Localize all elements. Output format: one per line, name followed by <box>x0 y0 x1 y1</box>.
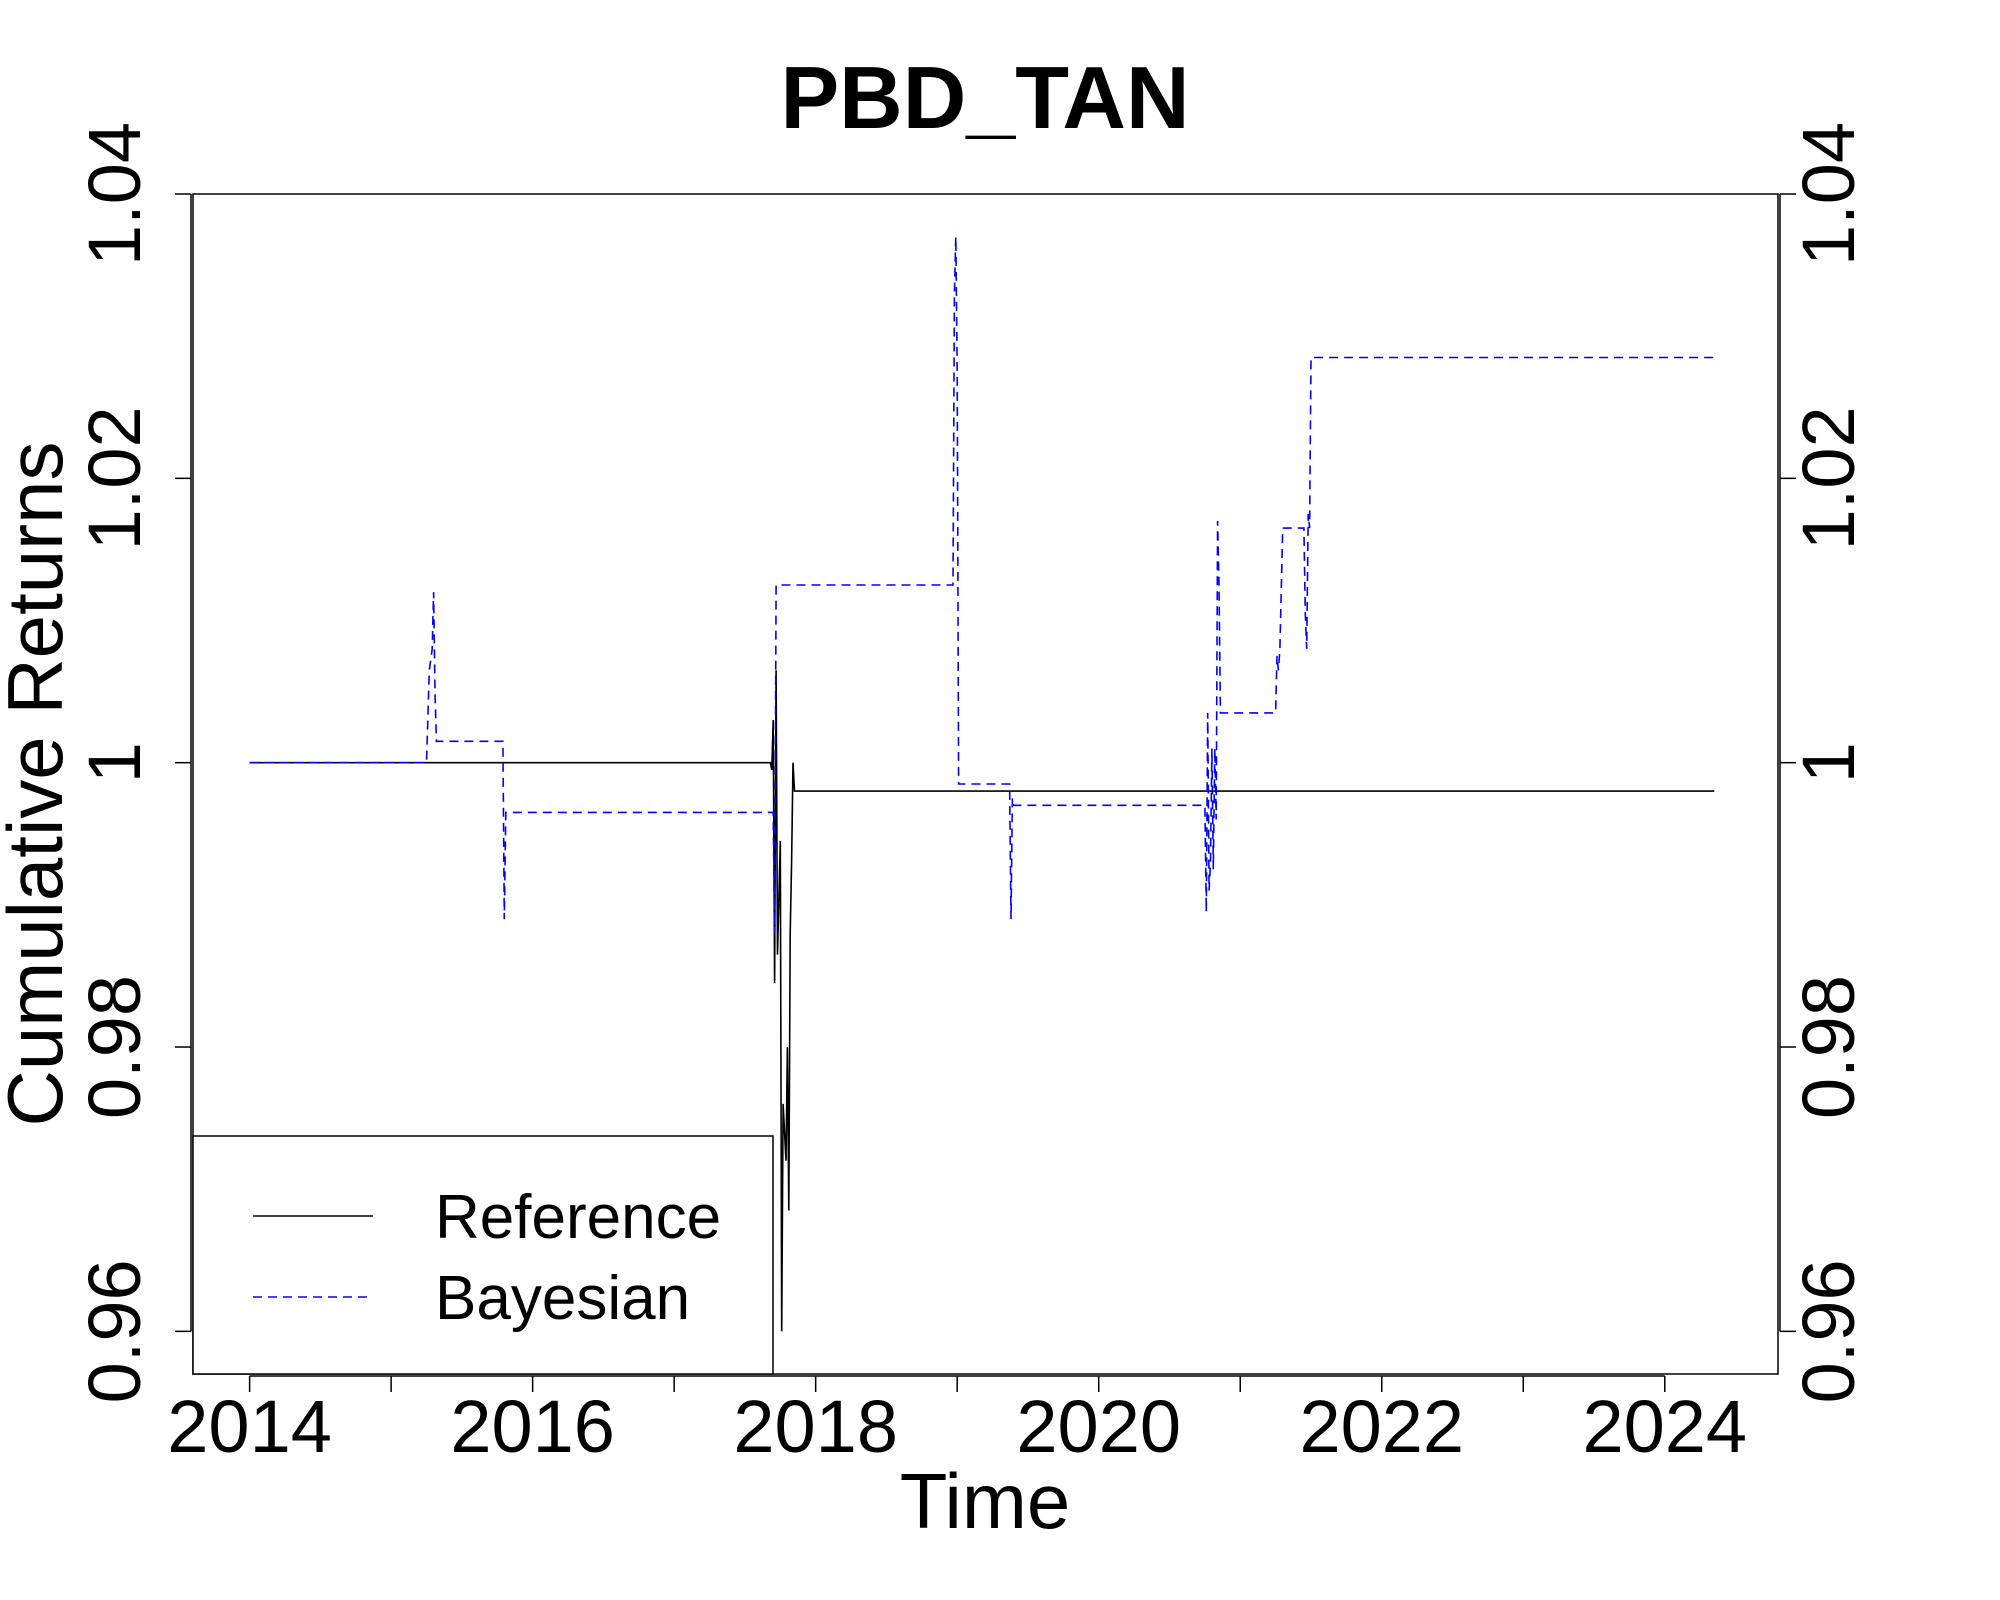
x-tick-label: 2020 <box>1016 1385 1181 1468</box>
x-tick-label: 2016 <box>450 1385 615 1468</box>
y-tick-label-right: 0.96 <box>1787 1259 1870 1403</box>
y-tick-label-left: 1.02 <box>73 406 156 550</box>
y-tick-label-right: 1.04 <box>1787 122 1870 266</box>
y-tick-label-left: 1 <box>73 742 156 783</box>
y-tick-label-left: 1.04 <box>73 122 156 266</box>
y-tick-label-left: 0.96 <box>73 1259 156 1403</box>
y-axis-right: 0.96 0.98 1 1.02 1.04 <box>1779 122 1870 1403</box>
legend: Reference Bayesian <box>192 1135 774 1375</box>
chart-title: PBD_TAN <box>780 48 1189 147</box>
y-axis-title: Cumulative Returns <box>0 442 79 1127</box>
x-axis-title: Time <box>900 1457 1070 1545</box>
x-tick-label: 2022 <box>1299 1385 1464 1468</box>
y-tick-label-left: 0.98 <box>73 975 156 1119</box>
y-tick-label-right: 1.02 <box>1787 406 1870 550</box>
y-tick-label-right: 0.98 <box>1787 975 1870 1119</box>
legend-bayesian-label: Bayesian <box>435 1264 690 1333</box>
x-tick-label: 2018 <box>733 1385 898 1468</box>
legend-reference-label: Reference <box>435 1183 721 1252</box>
series-line-bayesian <box>249 236 1715 934</box>
y-tick-label-right: 1 <box>1787 742 1870 783</box>
x-tick-label: 2024 <box>1582 1385 1747 1468</box>
x-axis: 2014 2016 2018 2020 2022 2024 <box>167 1375 1747 1468</box>
y-axis-left: 0.96 0.98 1 1.02 1.04 <box>73 122 192 1403</box>
x-tick-label: 2014 <box>167 1385 332 1468</box>
legend-box <box>192 1135 774 1375</box>
series-line-reference <box>249 670 1715 1332</box>
series-layer <box>249 236 1715 1332</box>
plot-frame <box>192 193 1779 1375</box>
